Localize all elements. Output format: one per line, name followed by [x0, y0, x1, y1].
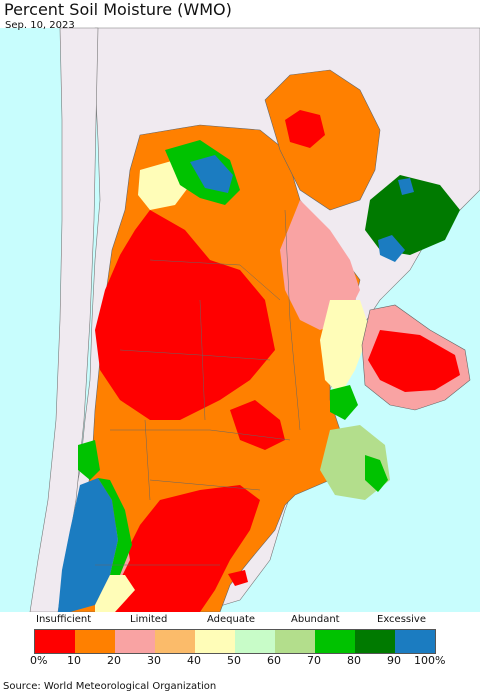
legend-tick: 90 — [387, 654, 401, 667]
legend-tick: 100% — [414, 654, 446, 667]
legend-swatch — [75, 630, 115, 653]
adequate-zone-east — [320, 300, 370, 395]
map-date: Sep. 10, 2023 — [5, 20, 75, 31]
abundant-zone-uruguay-west — [330, 385, 358, 420]
adequate-zone-patagonia — [95, 575, 135, 612]
dry-zone-paraguay — [285, 110, 325, 148]
legend-tick: 0% — [30, 654, 48, 667]
legend-tick: 40 — [187, 654, 201, 667]
limited-zone-east — [280, 200, 360, 330]
dry-zone-south — [100, 485, 260, 612]
legend-swatch — [35, 630, 75, 653]
legend-category-excessive: Excessive — [377, 614, 426, 625]
legend-swatch — [355, 630, 395, 653]
abundant-zone-brazil — [365, 175, 460, 255]
legend-swatch — [275, 630, 315, 653]
legend-swatch — [155, 630, 195, 653]
dry-zone-central — [95, 210, 275, 420]
dry-zone-uruguay — [368, 330, 460, 392]
legend-category-abundant: Abundant — [291, 614, 340, 625]
legend-category-limited: Limited — [130, 614, 168, 625]
excessive-zone-north — [190, 155, 233, 193]
legend-swatch — [395, 630, 435, 653]
legend-tick: 60 — [267, 654, 281, 667]
legend-category-insufficient: Insufficient — [36, 614, 92, 625]
legend-swatch — [235, 630, 275, 653]
map-title: Percent Soil Moisture (WMO) — [4, 0, 232, 19]
legend-category-adequate: Adequate — [207, 614, 256, 625]
legend-tick: 70 — [307, 654, 321, 667]
excessive-zone-brazil — [378, 235, 405, 262]
paraguay-region — [264, 69, 381, 211]
source-credit: Source: World Meteorological Organizatio… — [3, 681, 217, 692]
legend-swatch — [315, 630, 355, 653]
legend-swatch — [115, 630, 155, 653]
legend-tick: 20 — [107, 654, 121, 667]
abundant-zone-coast — [365, 455, 388, 492]
soil-moisture-map — [0, 27, 480, 612]
abundant-zone-patagonia — [98, 478, 132, 575]
province-borders — [95, 209, 301, 566]
legend-tick: 10 — [67, 654, 81, 667]
chile-coast — [29, 27, 99, 612]
legend-swatch — [195, 630, 235, 653]
abundant-zone-andes — [78, 440, 100, 480]
excessive-zone-brazil-2 — [398, 178, 414, 195]
legend-tick: 50 — [227, 654, 241, 667]
legend-tick: 30 — [147, 654, 161, 667]
excessive-zone-patagonia — [58, 478, 118, 612]
legend-tick: 80 — [347, 654, 361, 667]
legend-color-bar — [34, 629, 436, 654]
island-dry — [228, 570, 248, 586]
